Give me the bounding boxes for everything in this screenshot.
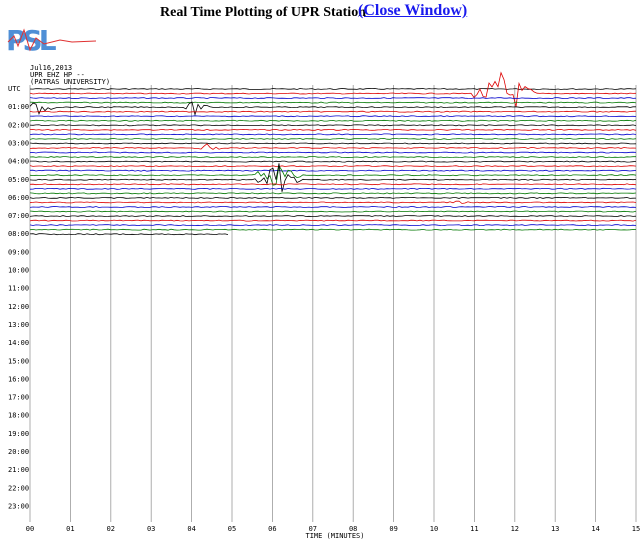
trace — [29, 133, 637, 136]
trace — [29, 164, 637, 186]
trace — [29, 128, 637, 131]
trace — [29, 137, 637, 140]
hour-label: 18:00 — [8, 412, 29, 420]
hour-label: 03:00 — [8, 139, 29, 147]
trace — [29, 151, 637, 154]
hour-label: 05:00 — [8, 176, 29, 184]
minute-label: 03 — [147, 525, 155, 533]
hour-label: 13:00 — [8, 321, 29, 329]
hour-label: 14:00 — [8, 339, 29, 347]
minute-label: 13 — [551, 525, 559, 533]
minute-label: 04 — [187, 525, 195, 533]
hour-label: 02:00 — [8, 121, 29, 129]
trace — [29, 224, 637, 227]
hour-label: 09:00 — [8, 248, 29, 256]
channel: UPR EHZ HP -- — [30, 71, 85, 79]
trace — [29, 192, 637, 195]
minute-label: 08 — [349, 525, 357, 533]
date: Jul16,2013 — [30, 64, 72, 72]
hour-label: 07:00 — [8, 212, 29, 220]
hour-label: 12:00 — [8, 303, 29, 311]
minute-label: 02 — [107, 525, 115, 533]
trace — [29, 124, 637, 127]
trace — [29, 101, 637, 104]
trace — [29, 233, 229, 236]
minute-label: 01 — [66, 525, 74, 533]
trace — [29, 143, 637, 150]
hour-label: 06:00 — [8, 194, 29, 202]
hour-label: 10:00 — [8, 267, 29, 275]
x-axis-label: TIME (MINUTES) — [305, 532, 364, 540]
hour-label: 17:00 — [8, 394, 29, 402]
trace — [29, 206, 637, 208]
minute-label: 14 — [591, 525, 599, 533]
trace — [29, 196, 637, 199]
minute-label: 06 — [268, 525, 276, 533]
close-window-link[interactable]: (Close Window) — [358, 2, 468, 19]
minute-label: 07 — [309, 525, 317, 533]
hour-label: 23:00 — [8, 502, 29, 510]
trace — [29, 165, 637, 168]
minute-label: 15 — [632, 525, 640, 533]
page-title: Real Time Plotting of UPR Station — [160, 5, 366, 20]
hour-label: 15:00 — [8, 357, 29, 365]
hour-label: 08:00 — [8, 230, 29, 238]
station: (PATRAS UNIVERSITY) — [30, 78, 110, 86]
trace — [29, 169, 637, 172]
minute-label: 10 — [430, 525, 438, 533]
trace — [29, 110, 637, 113]
trace — [29, 183, 637, 186]
trace — [29, 215, 637, 217]
trace — [29, 210, 637, 213]
trace — [29, 97, 637, 100]
minute-label: 00 — [26, 525, 34, 533]
trace — [29, 163, 637, 192]
trace — [29, 101, 636, 117]
trace — [29, 142, 637, 145]
hour-label: UTC — [8, 85, 21, 93]
trace — [29, 115, 637, 118]
header: Real Time Plotting of UPR Station (Close… — [0, 0, 640, 30]
hour-label: 22:00 — [8, 484, 29, 492]
hour-label: 01:00 — [8, 103, 29, 111]
minute-label: 11 — [470, 525, 478, 533]
minute-label: 09 — [389, 525, 397, 533]
minute-label: 12 — [511, 525, 519, 533]
trace — [30, 160, 637, 163]
hour-label: 11:00 — [8, 285, 29, 293]
hour-label: 20:00 — [8, 448, 29, 456]
hour-label: 04:00 — [8, 158, 29, 166]
trace — [29, 156, 636, 159]
trace — [29, 200, 637, 204]
hour-label: 21:00 — [8, 466, 29, 474]
trace — [29, 88, 637, 90]
logo-wave — [7, 28, 97, 52]
trace — [29, 219, 637, 222]
trace — [29, 228, 637, 231]
hour-label: 19:00 — [8, 430, 29, 438]
trace — [29, 71, 637, 107]
hour-label: 16:00 — [8, 375, 29, 383]
logo: PSL — [6, 24, 57, 57]
minute-label: 05 — [228, 525, 236, 533]
trace — [29, 119, 637, 122]
trace — [29, 187, 637, 190]
